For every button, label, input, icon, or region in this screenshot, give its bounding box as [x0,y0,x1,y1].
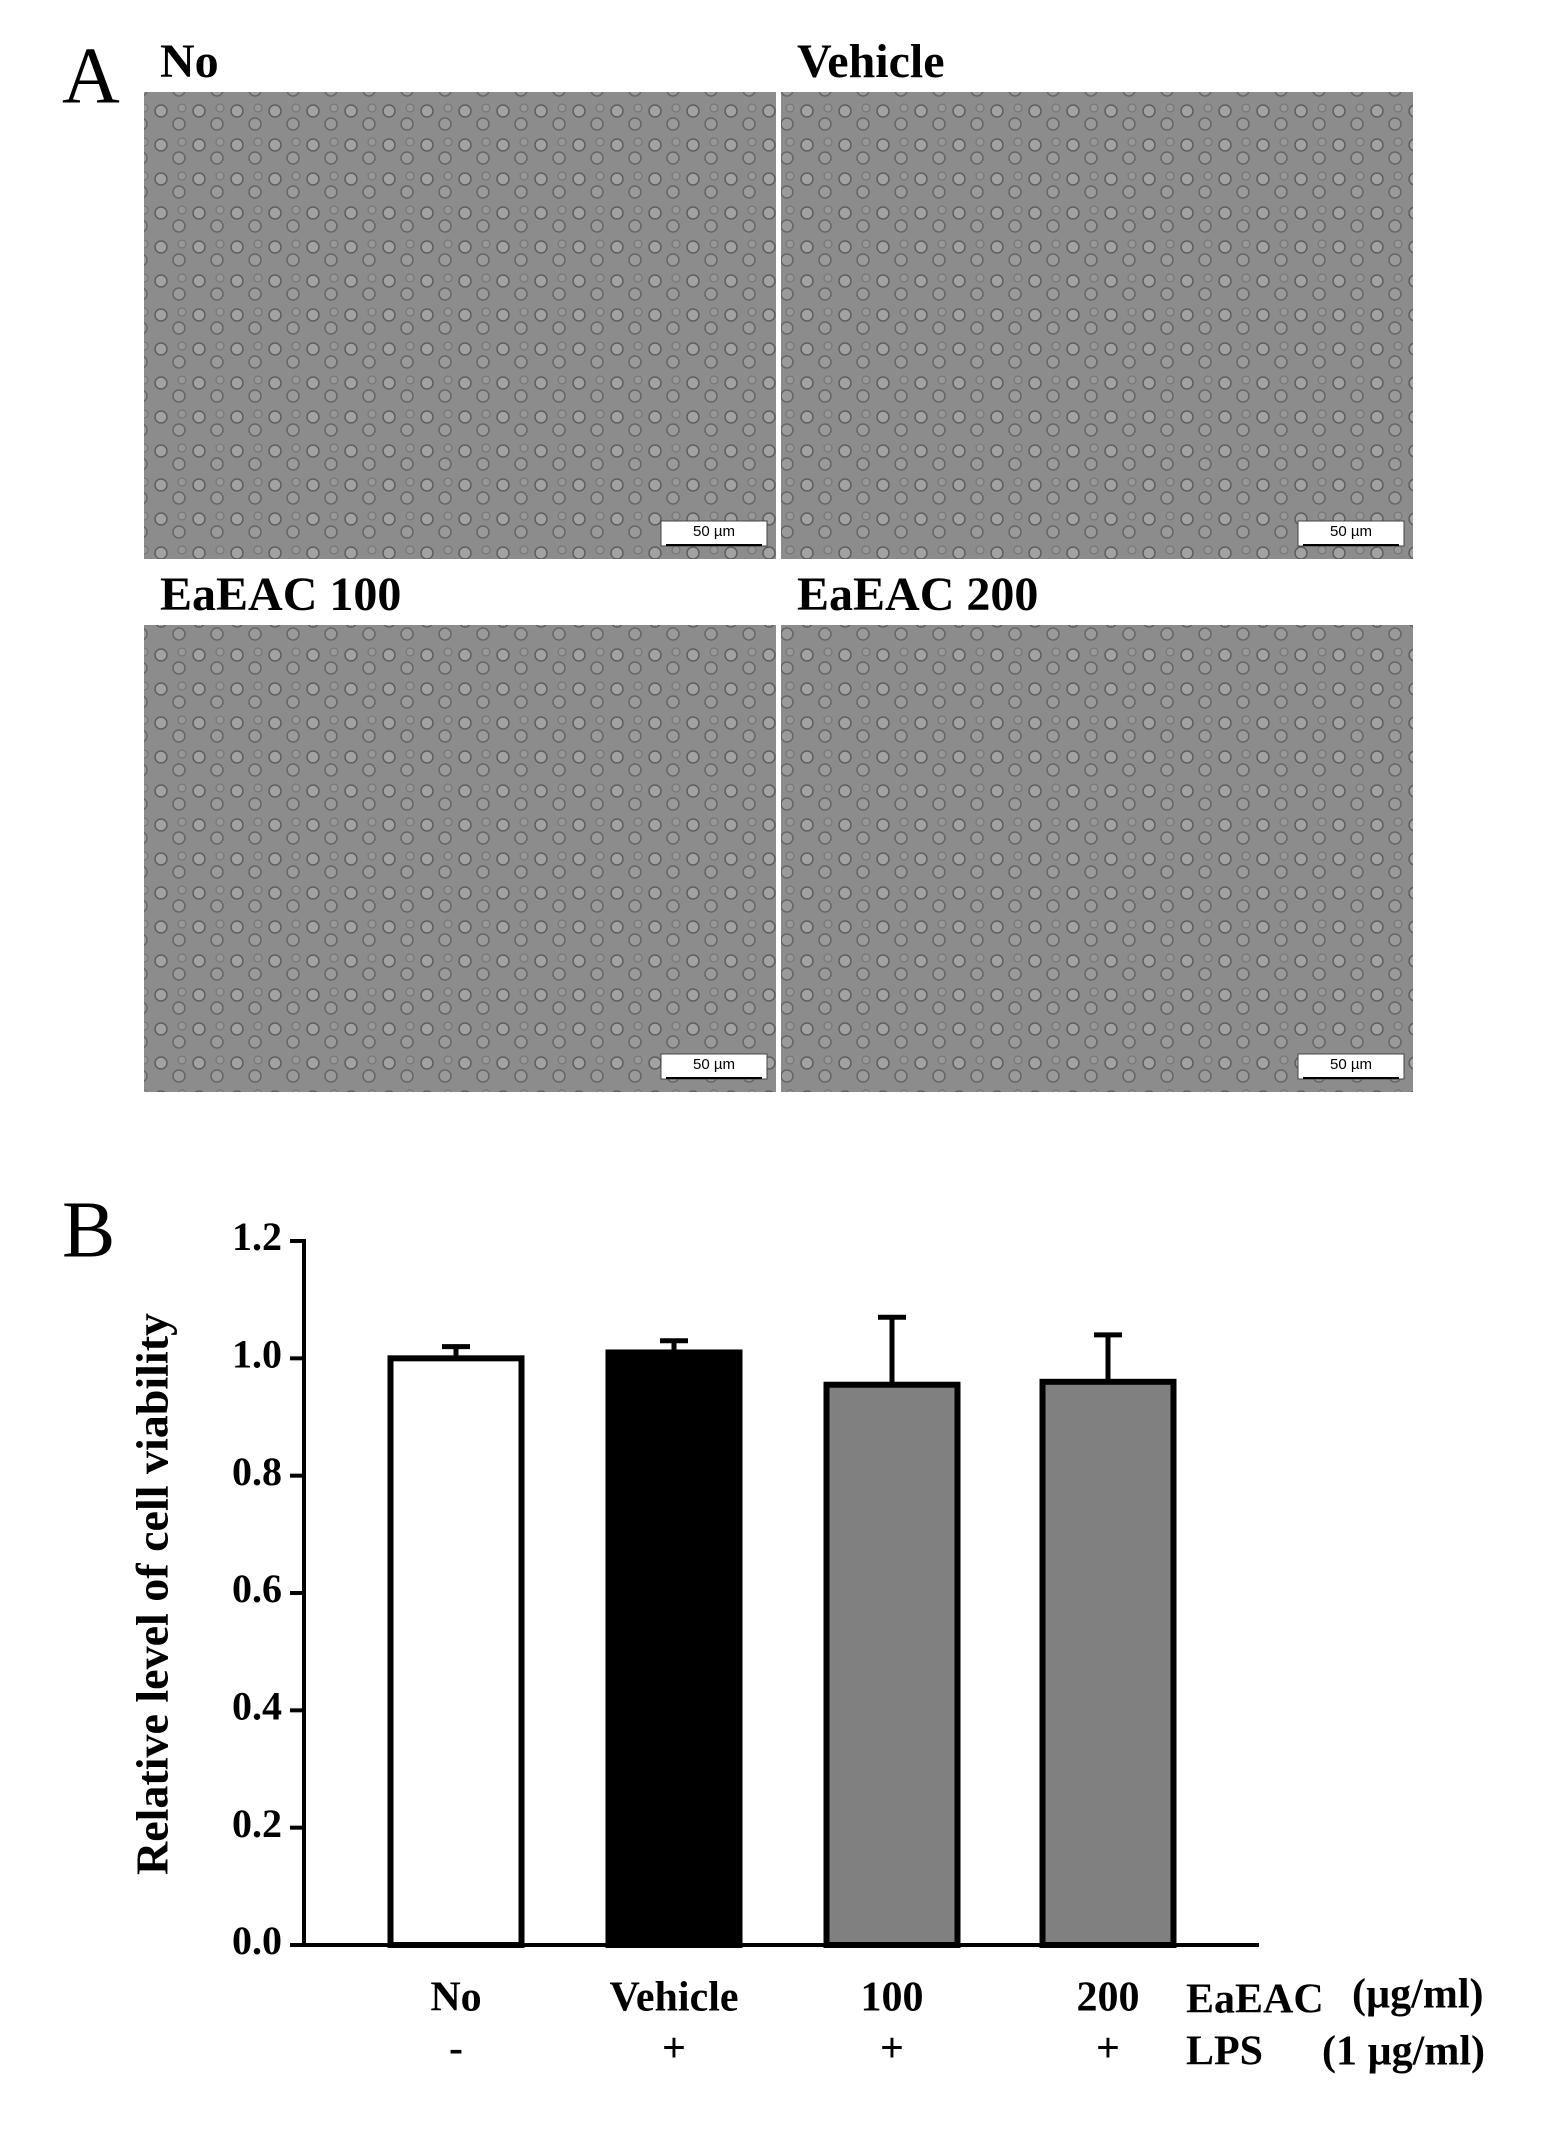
x-tick-sublabel: - [449,2026,463,2072]
y-tick-label: 0.8 [232,1449,282,1494]
scale-bar-box [1297,520,1405,547]
row-label: EaEAC [1186,1977,1324,2023]
micrograph [144,92,776,559]
x-tick-sublabel: + [1096,2026,1120,2072]
y-axis-label: Relative level of cell viability [127,1313,178,1875]
scale-bar-label: 50 µm [693,1056,735,1073]
scale-bar-box [660,1053,768,1080]
scale-bar-box [660,520,768,547]
bar [1039,1378,1177,1949]
image-label: Vehicle [797,35,945,88]
image-label: EaEAC 200 [797,568,1038,621]
row-label: (1 µg/ml) [1322,2029,1485,2075]
x-tick-label: Vehicle [609,1975,738,2021]
y-tick-label: 0.6 [232,1566,282,1611]
bar [605,1349,743,1948]
x-tick-label: 100 [861,1975,924,2021]
scale-bar-label: 50 µm [693,523,735,540]
panel-label: A [62,32,120,120]
micrograph [144,625,776,1092]
y-tick-label: 0.0 [232,1918,282,1963]
y-tick-label: 1.2 [232,1214,282,1259]
image-label: No [160,35,219,88]
scale-bar-label: 50 µm [1330,523,1372,540]
y-tick-label: 1.0 [232,1332,282,1377]
x-tick-label: 200 [1077,1975,1140,2021]
x-tick-sublabel: + [662,2026,686,2072]
scale-bar-label: 50 µm [1330,1056,1372,1073]
bar [387,1355,525,1949]
micrograph [781,625,1413,1092]
x-tick-sublabel: + [880,2026,904,2072]
row-label: (µg/ml) [1352,1972,1484,2018]
x-tick-label: No [430,1975,481,2021]
row-label: LPS [1186,2029,1263,2075]
bar [823,1381,961,1948]
y-tick-label: 0.4 [232,1684,282,1729]
y-tick-label: 0.2 [232,1801,282,1846]
micrograph [781,92,1413,559]
image-label: EaEAC 100 [160,568,401,621]
panel-label: B [62,1186,115,1274]
